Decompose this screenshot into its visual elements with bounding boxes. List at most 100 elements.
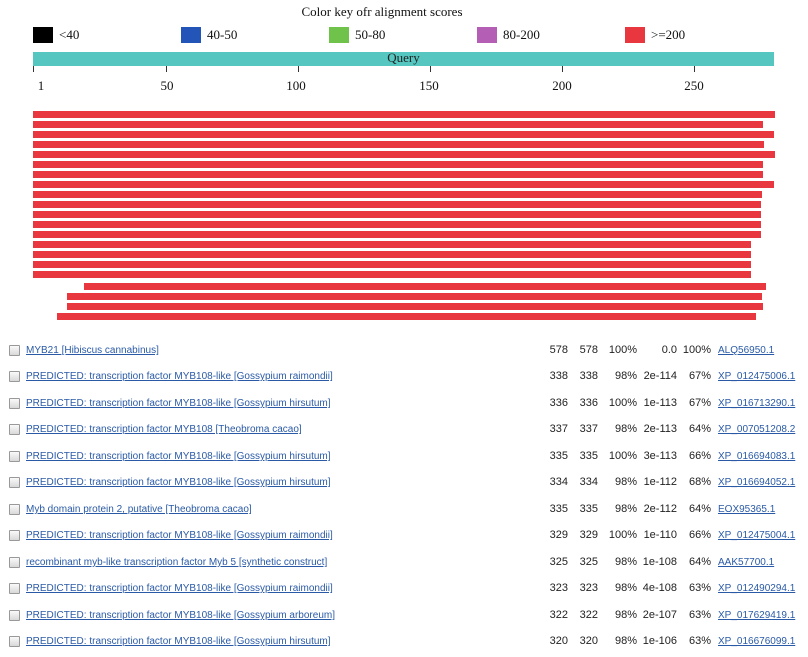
result-description-link[interactable]: MYB21 [Hibiscus cannabinus]: [26, 345, 159, 356]
e-value: 2e-114: [643, 370, 677, 382]
accession-link[interactable]: EOX95365.1: [718, 504, 776, 515]
accession-link[interactable]: XP_012490294.1: [718, 583, 796, 594]
hit-bar[interactable]: [67, 293, 762, 300]
legend-swatch: [329, 27, 349, 43]
hit-bar[interactable]: [33, 151, 775, 158]
identity: 63%: [688, 609, 711, 621]
e-value: 0.0: [661, 344, 677, 356]
select-checkbox[interactable]: [9, 371, 20, 382]
e-value: 1e-106: [642, 635, 677, 647]
hit-bar[interactable]: [33, 111, 775, 118]
hit-bar[interactable]: [33, 131, 774, 138]
select-checkbox[interactable]: [9, 610, 20, 621]
axis-tick-label: 1: [37, 78, 45, 93]
total-score: 336: [579, 397, 598, 409]
result-description-link[interactable]: PREDICTED: transcription factor MYB108-l…: [26, 636, 331, 647]
accession-link[interactable]: XP_016713290.1: [718, 398, 796, 409]
accession-link[interactable]: XP_012475004.1: [718, 530, 796, 541]
accession-link[interactable]: XP_016676099.1: [718, 636, 796, 647]
accession-link[interactable]: ALQ56950.1: [718, 345, 775, 356]
max-score: 336: [549, 397, 568, 409]
max-score: 337: [549, 423, 568, 435]
accession-link[interactable]: XP_016694052.1: [718, 477, 796, 488]
accession-link[interactable]: XP_007051208.2: [718, 424, 796, 435]
query-cover: 100%: [608, 344, 637, 356]
max-score: 335: [549, 503, 568, 515]
select-checkbox[interactable]: [9, 424, 20, 435]
query-bar: Query: [33, 50, 774, 66]
hit-bar[interactable]: [33, 221, 761, 228]
legend-item-lt40: <40: [33, 27, 79, 43]
total-score: 335: [579, 450, 598, 462]
result-description-link[interactable]: PREDICTED: transcription factor MYB108 […: [26, 424, 302, 435]
result-description-link[interactable]: PREDICTED: transcription factor MYB108-l…: [26, 583, 333, 594]
accession-link[interactable]: AAK57700.1: [718, 557, 775, 568]
hit-bar[interactable]: [33, 241, 751, 248]
legend-item-50-80: 50-80: [329, 27, 385, 43]
accession-link[interactable]: XP_012475006.1: [718, 371, 796, 382]
hit-bar[interactable]: [33, 191, 762, 198]
result-description-link[interactable]: PREDICTED: transcription factor MYB108-l…: [26, 610, 335, 621]
hit-bar[interactable]: [57, 313, 756, 320]
max-score: 335: [549, 450, 568, 462]
table-row: PREDICTED: transcription factor MYB108-l…: [0, 446, 808, 472]
max-score: 323: [549, 582, 568, 594]
hit-bar[interactable]: [33, 141, 764, 148]
hit-bar[interactable]: [67, 303, 763, 310]
select-checkbox[interactable]: [9, 636, 20, 647]
hit-bar[interactable]: [33, 181, 774, 188]
result-description-link[interactable]: PREDICTED: transcription factor MYB108-l…: [26, 451, 331, 462]
table-row: PREDICTED: transcription factor MYB108-l…: [0, 472, 808, 498]
hit-bar[interactable]: [33, 121, 763, 128]
result-description-link[interactable]: PREDICTED: transcription factor MYB108-l…: [26, 398, 331, 409]
query-cover: 98%: [614, 635, 637, 647]
e-value: 2e-112: [643, 503, 677, 515]
query-cover: 98%: [614, 370, 637, 382]
hit-bar[interactable]: [84, 283, 766, 290]
axis-tick-label: 200: [552, 78, 572, 93]
legend-item-80-200: 80-200: [477, 27, 540, 43]
e-value: 2e-113: [643, 423, 677, 435]
max-score: 334: [549, 476, 568, 488]
table-row: PREDICTED: transcription factor MYB108-l…: [0, 605, 808, 631]
hit-bar[interactable]: [33, 271, 751, 278]
select-checkbox[interactable]: [9, 477, 20, 488]
legend-swatch: [181, 27, 201, 43]
identity: 64%: [688, 423, 711, 435]
select-checkbox[interactable]: [9, 583, 20, 594]
total-score: 338: [579, 370, 598, 382]
max-score: 325: [549, 556, 568, 568]
axis-tick-label: 150: [419, 78, 439, 93]
hit-bar[interactable]: [33, 201, 761, 208]
result-description-link[interactable]: PREDICTED: transcription factor MYB108-l…: [26, 530, 333, 541]
select-checkbox[interactable]: [9, 504, 20, 515]
select-checkbox[interactable]: [9, 557, 20, 568]
axis-tick: [562, 66, 563, 72]
e-value: 4e-108: [642, 582, 677, 594]
result-description-link[interactable]: PREDICTED: transcription factor MYB108-l…: [26, 477, 331, 488]
query-cover: 98%: [614, 476, 637, 488]
select-checkbox[interactable]: [9, 345, 20, 356]
result-description-link[interactable]: PREDICTED: transcription factor MYB108-l…: [26, 371, 333, 382]
total-score: 325: [579, 556, 598, 568]
result-description-link[interactable]: Myb domain protein 2, putative [Theobrom…: [26, 504, 252, 515]
select-checkbox[interactable]: [9, 451, 20, 462]
e-value: 2e-107: [642, 609, 677, 621]
select-checkbox[interactable]: [9, 398, 20, 409]
hit-bar[interactable]: [33, 261, 751, 268]
color-key-title: Color key ofr alignment scores: [301, 4, 463, 19]
select-checkbox[interactable]: [9, 530, 20, 541]
result-description-link[interactable]: recombinant myb-like transcription facto…: [26, 557, 328, 568]
identity: 66%: [688, 450, 711, 462]
hit-bar[interactable]: [33, 171, 763, 178]
query-cover: 98%: [614, 423, 637, 435]
identity: 100%: [682, 344, 711, 356]
hit-bar[interactable]: [33, 251, 751, 258]
accession-link[interactable]: XP_016694083.1: [718, 451, 796, 462]
hit-bar[interactable]: [33, 231, 761, 238]
alignment-hits: [33, 111, 775, 320]
hit-bar[interactable]: [33, 211, 761, 218]
total-score: 322: [579, 609, 598, 621]
hit-bar[interactable]: [33, 161, 763, 168]
accession-link[interactable]: XP_017629419.1: [718, 610, 796, 621]
